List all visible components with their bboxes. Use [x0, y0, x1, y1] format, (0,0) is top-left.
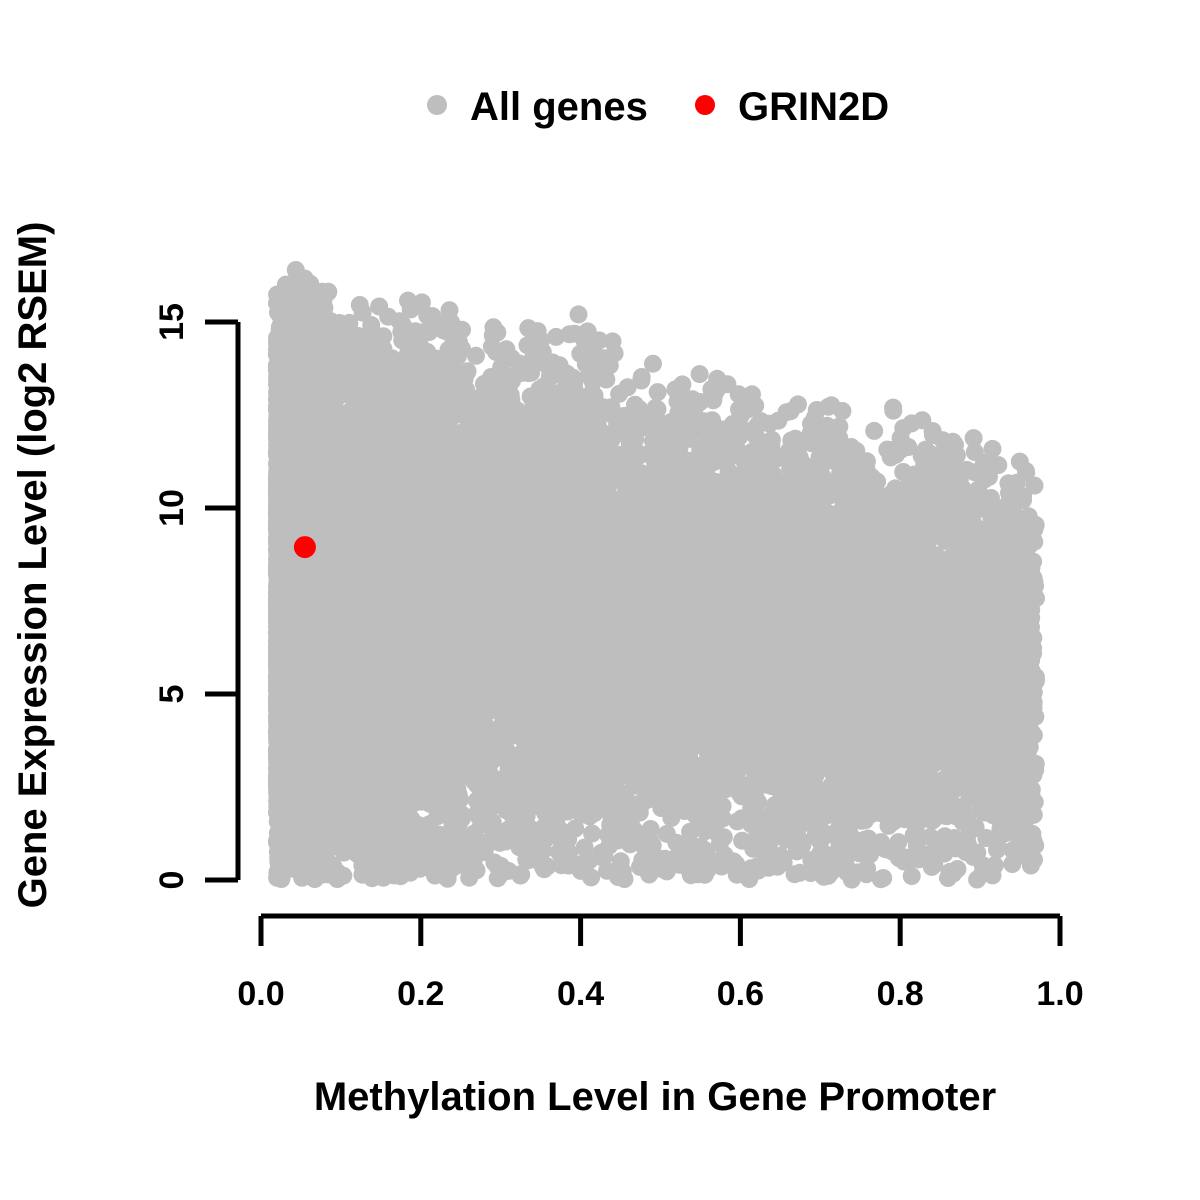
legend-marker-all-genes: [427, 95, 447, 115]
y-axis-title: Gene Expression Level (log2 RSEM): [11, 222, 55, 909]
x-tick-label: 1.0: [1036, 975, 1083, 1013]
x-axis-title: Methylation Level in Gene Promoter: [314, 1075, 996, 1119]
x-tick-label: 0.6: [717, 975, 764, 1013]
x-axis-tick-labels: 0.0 0.2 0.4 0.6 0.8 1.0: [237, 975, 1083, 1013]
legend-marker-grin2d: [695, 95, 715, 115]
y-tick-label: 10: [153, 489, 191, 527]
x-tick-label: 0.0: [237, 975, 284, 1013]
y-axis: 0 5 10 15: [153, 303, 241, 889]
y-tick-label: 15: [153, 303, 191, 341]
scatter-points-all-genes: [268, 261, 1045, 889]
legend-label-grin2d: GRIN2D: [738, 85, 889, 129]
x-tick-label: 0.8: [877, 975, 924, 1013]
x-axis-ticks: [258, 916, 1063, 946]
x-tick-label: 0.4: [557, 975, 604, 1013]
legend: All genes GRIN2D: [427, 85, 889, 129]
y-axis-tick-labels: 0 5 10 15: [153, 303, 191, 889]
scatter-point-grin2d: [293, 536, 316, 559]
legend-label-all-genes: All genes: [470, 85, 648, 129]
y-tick-label: 5: [153, 685, 191, 704]
highlight-point-grin2d: [293, 536, 316, 559]
x-axis: 0.0 0.2 0.4 0.6 0.8 1.0: [237, 913, 1084, 1013]
y-tick-label: 0: [153, 871, 191, 890]
x-tick-label: 0.2: [397, 975, 444, 1013]
y-axis-ticks: [205, 319, 238, 883]
